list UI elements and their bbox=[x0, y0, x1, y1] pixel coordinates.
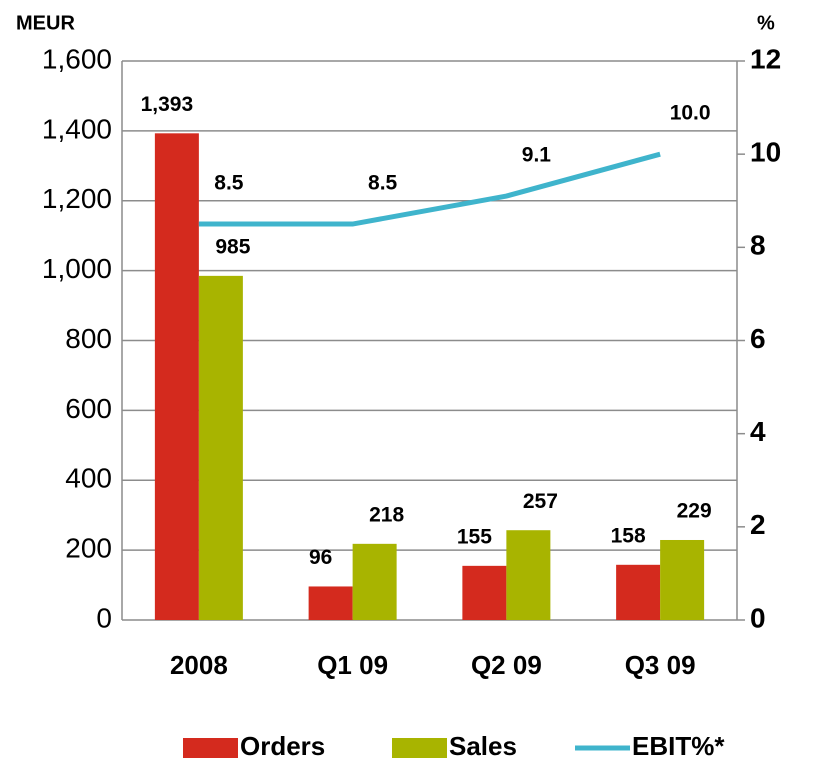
data-label: 96 bbox=[309, 546, 332, 569]
legend-label: Orders bbox=[240, 731, 325, 761]
y-tick-label: 400 bbox=[65, 463, 112, 494]
x-tick-label: Q1 09 bbox=[317, 650, 388, 680]
legend-swatch bbox=[392, 738, 447, 758]
x-tick-label: Q3 09 bbox=[625, 650, 696, 680]
y-tick-label: 1,200 bbox=[42, 183, 112, 214]
y2-axis-title: % bbox=[757, 12, 775, 34]
data-label: 1,393 bbox=[141, 93, 194, 116]
y-tick-label: 0 bbox=[96, 602, 112, 633]
bar bbox=[198, 275, 243, 620]
bar bbox=[154, 133, 199, 620]
y-tick-label: 600 bbox=[65, 393, 112, 424]
data-label: 8.5 bbox=[368, 172, 398, 195]
bar bbox=[506, 530, 551, 620]
bar bbox=[660, 539, 705, 620]
y-tick-label: 1,600 bbox=[42, 43, 112, 74]
data-label: 155 bbox=[457, 525, 492, 548]
data-label: 8.5 bbox=[214, 172, 244, 195]
legend-swatch bbox=[183, 738, 238, 758]
data-label: 218 bbox=[369, 503, 404, 526]
y2-tick-label: 4 bbox=[750, 416, 766, 447]
y-tick-label: 1,400 bbox=[42, 113, 112, 144]
bar bbox=[352, 543, 397, 620]
x-tick-label: 2008 bbox=[170, 650, 228, 680]
legend-label: EBIT%* bbox=[632, 731, 725, 761]
y2-tick-label: 12 bbox=[750, 43, 781, 74]
y-tick-label: 200 bbox=[65, 533, 112, 564]
bar bbox=[308, 586, 353, 620]
y-tick-label: 1,000 bbox=[42, 253, 112, 284]
legend-label: Sales bbox=[449, 731, 517, 761]
line bbox=[198, 151, 661, 227]
data-label: 985 bbox=[215, 235, 250, 258]
y2-tick-label: 8 bbox=[750, 230, 766, 261]
data-label: 158 bbox=[611, 524, 646, 547]
bar bbox=[616, 564, 661, 620]
y-axis-title: MEUR bbox=[16, 12, 75, 34]
data-label: 229 bbox=[677, 500, 712, 523]
data-label: 10.0 bbox=[670, 102, 711, 125]
y-tick-label: 800 bbox=[65, 323, 112, 354]
bar bbox=[462, 565, 507, 620]
x-tick-label: Q2 09 bbox=[471, 650, 542, 680]
y2-tick-label: 2 bbox=[750, 509, 766, 540]
y2-tick-label: 0 bbox=[750, 602, 766, 633]
data-label: 9.1 bbox=[522, 144, 552, 167]
y2-tick-label: 10 bbox=[750, 137, 781, 168]
data-label: 257 bbox=[523, 490, 558, 513]
y2-tick-label: 6 bbox=[750, 323, 766, 354]
